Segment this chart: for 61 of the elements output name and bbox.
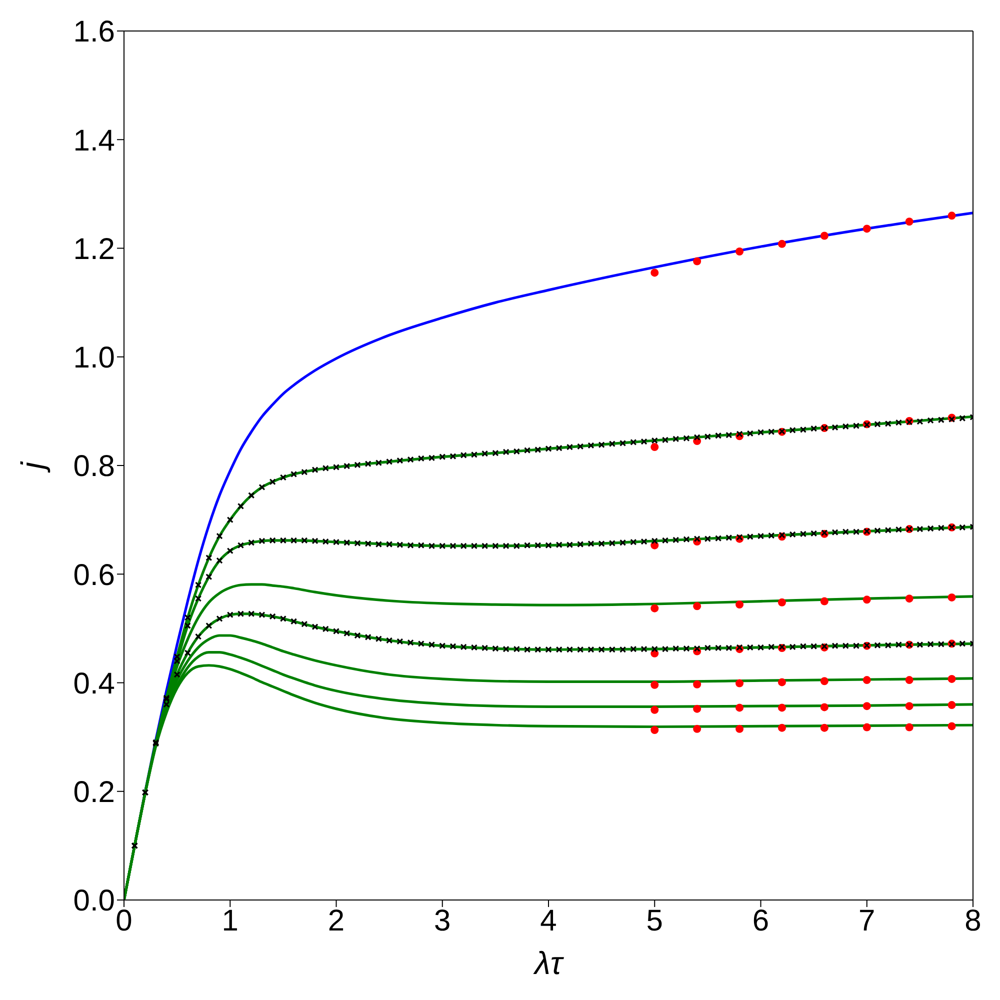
point <box>778 724 786 732</box>
y-tick-label: 1.4 <box>73 124 115 158</box>
x-tick-label: 6 <box>752 904 770 938</box>
point <box>905 723 914 732</box>
point <box>948 593 956 602</box>
x-tick-label: 7 <box>858 904 876 938</box>
point <box>736 704 744 712</box>
point <box>650 726 659 734</box>
x-tick-label: 1 <box>222 904 238 938</box>
point <box>948 722 956 730</box>
point <box>650 604 659 612</box>
x-tick-label: 0 <box>116 904 132 938</box>
point <box>905 702 914 710</box>
point <box>778 240 786 248</box>
y-tick-label: 0.2 <box>73 776 115 810</box>
point <box>693 602 702 610</box>
point <box>862 676 871 684</box>
y-tick-label: 1.6 <box>73 16 115 49</box>
x-tick-label: 2 <box>328 904 345 938</box>
x-tick-label: 5 <box>646 904 663 938</box>
point <box>736 724 744 733</box>
point <box>736 248 744 256</box>
y-tick-label: 0.0 <box>73 884 115 918</box>
x-axis-title: λτ <box>532 945 564 981</box>
point <box>820 724 828 732</box>
point <box>736 679 744 688</box>
point <box>862 702 871 710</box>
point <box>650 680 659 689</box>
point <box>693 704 702 713</box>
point <box>948 212 956 220</box>
x-tick-label: 8 <box>964 904 982 938</box>
point <box>862 596 871 604</box>
point <box>650 268 659 277</box>
point <box>862 723 871 732</box>
point <box>905 676 914 684</box>
point <box>820 597 828 606</box>
point <box>693 724 702 733</box>
point <box>778 704 786 712</box>
x-tick-label: 3 <box>434 904 451 938</box>
point <box>948 674 956 683</box>
y-tick-label: 0.4 <box>73 667 115 700</box>
x-tick-label: 4 <box>540 904 557 938</box>
point <box>778 678 786 686</box>
point <box>820 703 828 712</box>
point <box>650 706 659 714</box>
point <box>693 257 702 266</box>
point <box>905 594 914 603</box>
y-axis-title: j <box>14 461 50 474</box>
point <box>905 218 914 226</box>
point <box>736 600 744 609</box>
point <box>650 443 659 452</box>
point <box>862 224 871 233</box>
point <box>948 701 956 710</box>
point <box>778 598 786 606</box>
point <box>820 232 828 240</box>
y-tick-label: 0.8 <box>73 450 115 484</box>
point <box>820 677 828 686</box>
y-tick-label: 1.0 <box>73 342 115 375</box>
y-tick-label: 0.6 <box>73 558 115 592</box>
point <box>693 680 702 688</box>
y-tick-label: 1.2 <box>73 232 115 266</box>
